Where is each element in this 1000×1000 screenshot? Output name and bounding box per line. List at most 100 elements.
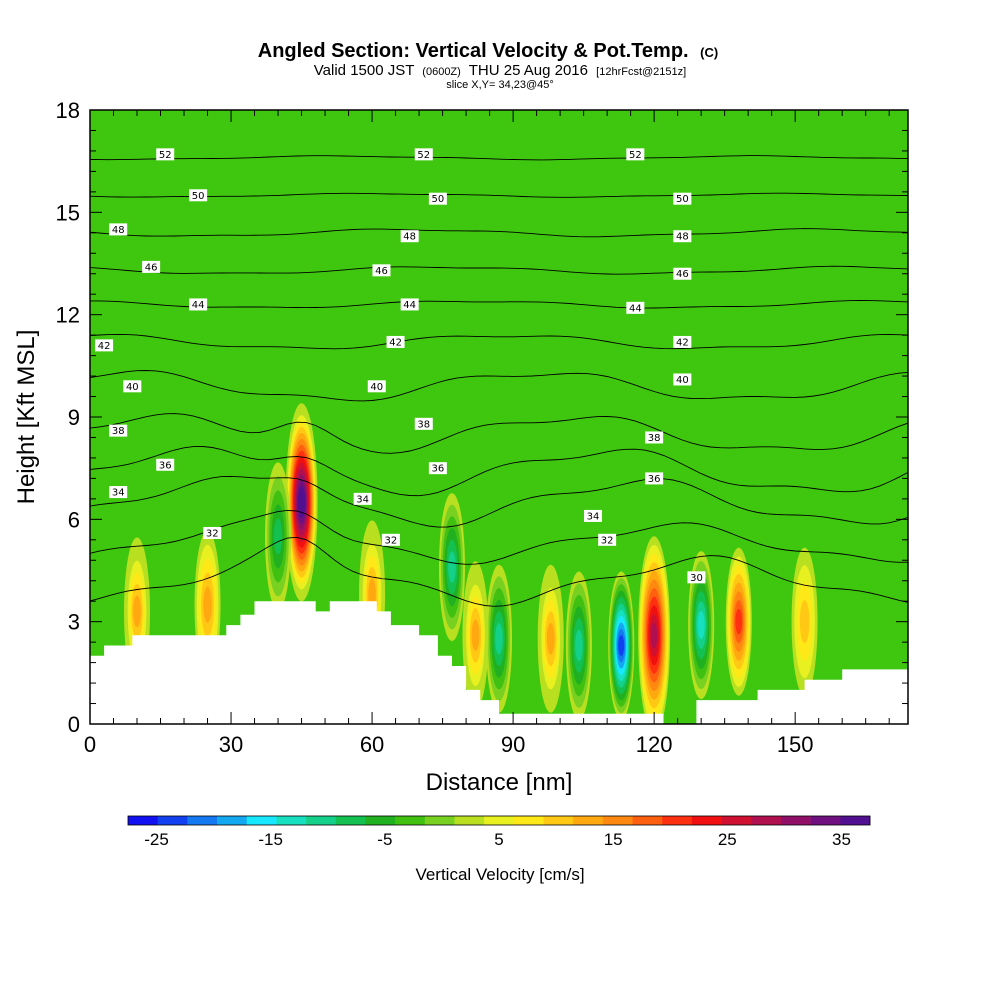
- theta-label: 34: [584, 509, 603, 522]
- colorbar-tick-label: 5: [494, 830, 503, 849]
- velocity-band: [133, 595, 141, 628]
- plot-area: 30 32 32 32 34 34 34 36 36 36 38 38 38 40 40 40 42 42 42 44…: [90, 110, 908, 724]
- theta-label-bg: [353, 492, 372, 505]
- colorbar-segment: [573, 816, 604, 825]
- velocity-band: [471, 619, 480, 651]
- colorbar-frame: [127, 815, 871, 826]
- theta-label-text: 32: [601, 535, 614, 546]
- theta-label-text: 48: [403, 232, 416, 243]
- velocity-cell: [608, 571, 635, 720]
- colorbar-segment: [128, 816, 158, 825]
- velocity-band: [697, 611, 705, 640]
- theta-label: 50: [673, 192, 692, 205]
- chart-title: Angled Section: Vertical Velocity & Pot.…: [258, 40, 718, 62]
- theta-label: 50: [428, 192, 447, 205]
- theta-contour-labels: 30 32 32 32 34 34 34 36 36 36 38 38 38 40 40 40 42 42 42 44…: [95, 148, 706, 584]
- theta-label-text: 48: [112, 225, 125, 236]
- slice-info: slice X,Y= 34,23@45°: [446, 79, 554, 91]
- velocity-cell: [438, 493, 465, 642]
- theta-label-bg: [400, 230, 419, 243]
- colorbar-segment: [840, 816, 871, 825]
- theta-label-text: 46: [676, 269, 689, 280]
- theta-label-bg: [687, 571, 706, 584]
- theta-contour-30: [90, 536, 908, 607]
- colorbar-segment: [365, 816, 396, 825]
- theta-label: 32: [598, 533, 617, 546]
- theta-label-bg: [109, 424, 128, 437]
- velocity-band: [298, 492, 305, 513]
- theta-label-bg: [626, 148, 645, 161]
- theta-label-bg: [372, 264, 391, 277]
- theta-label-text: 46: [375, 266, 388, 277]
- y-tick-label: 18: [56, 98, 80, 123]
- theta-label: 52: [626, 148, 645, 161]
- x-tick-label: 90: [501, 732, 525, 757]
- theta-label-text: 52: [417, 150, 430, 161]
- theta-label-text: 50: [676, 194, 689, 205]
- theta-label-bg: [386, 335, 405, 348]
- colorbar-segment: [810, 816, 841, 825]
- theta-label-bg: [414, 148, 433, 161]
- theta-label: 48: [400, 230, 419, 243]
- colorbar-segment: [721, 816, 752, 825]
- x-axis: 0 30 60 90 120 150: [84, 110, 890, 757]
- theta-label-bg: [673, 373, 692, 386]
- velocity-cell: [486, 564, 512, 713]
- colorbar-tick-label: 15: [604, 830, 623, 849]
- theta-contour-50: [90, 192, 908, 198]
- theta-label-bg: [381, 533, 400, 546]
- theta-label-text: 34: [112, 488, 125, 499]
- velocity-cells: [124, 403, 818, 724]
- theta-label-text: 52: [629, 150, 642, 161]
- colorbar-segment: [513, 816, 544, 825]
- theta-label-text: 36: [432, 464, 445, 475]
- theta-label: 46: [142, 260, 161, 273]
- theta-contour-32: [90, 509, 908, 565]
- theta-label-bg: [189, 298, 208, 311]
- theta-label-text: 42: [389, 337, 402, 348]
- theta-label-text: 38: [112, 426, 125, 437]
- colorbar-tick-label: -5: [377, 830, 392, 849]
- theta-label: 34: [353, 492, 372, 505]
- y-tick-label: 3: [68, 610, 80, 635]
- colorbar-segment: [543, 816, 574, 825]
- x-tick-label: 0: [84, 732, 96, 757]
- colorbar-segment: [187, 816, 218, 825]
- colorbar-segment: [306, 816, 337, 825]
- theta-label: 44: [189, 298, 208, 311]
- colorbar-segment: [691, 816, 722, 825]
- theta-label-bg: [367, 380, 386, 393]
- velocity-band: [799, 600, 810, 644]
- theta-contour-42: [90, 333, 908, 350]
- chart-subtitle: Valid 1500 JST (0600Z) THU 25 Aug 2016 […: [314, 62, 686, 79]
- colorbar-tick-label: -15: [258, 830, 283, 849]
- x-tick-label: 30: [219, 732, 243, 757]
- y-axis-label: Height [Kft MSL]: [13, 330, 40, 505]
- theta-label: 42: [673, 335, 692, 348]
- theta-label-bg: [645, 472, 664, 485]
- colorbar-tick-label: 35: [832, 830, 851, 849]
- theta-label-bg: [673, 267, 692, 280]
- theta-label-bg: [156, 148, 175, 161]
- theta-label-text: 38: [648, 433, 661, 444]
- theta-label-text: 32: [385, 535, 398, 546]
- theta-label: 38: [414, 417, 433, 430]
- theta-label-bg: [673, 335, 692, 348]
- theta-contour-34: [90, 475, 908, 528]
- x-tick-label: 120: [636, 732, 673, 757]
- colorbar-segment: [395, 816, 426, 825]
- theta-label-bg: [673, 192, 692, 205]
- colorbar-segment: [454, 816, 485, 825]
- theta-label-text: 44: [629, 303, 642, 314]
- theta-label-text: 34: [587, 511, 600, 522]
- colorbar-segment: [335, 816, 366, 825]
- theta-label-text: 40: [676, 375, 689, 386]
- colorbar-segment: [632, 816, 663, 825]
- theta-label: 30: [687, 571, 706, 584]
- theta-label-bg: [645, 431, 664, 444]
- colorbar-tick-label: -25: [144, 830, 169, 849]
- theta-label-text: 44: [192, 300, 205, 311]
- valid-date: THU 25 Aug 2016: [469, 62, 588, 79]
- theta-label: 52: [414, 148, 433, 161]
